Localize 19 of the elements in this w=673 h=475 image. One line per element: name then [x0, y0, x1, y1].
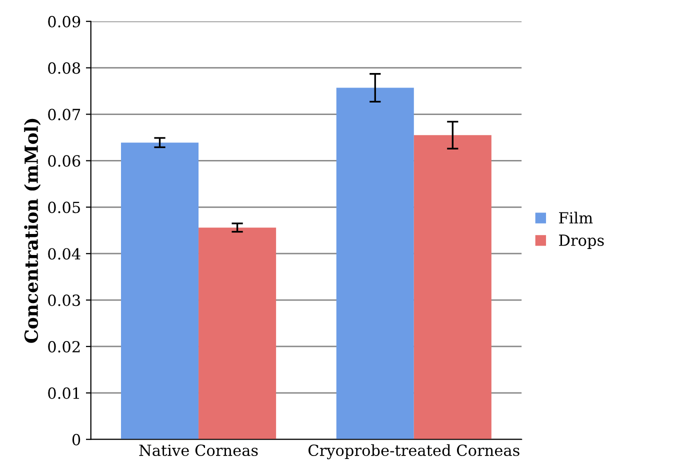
y-tick-label: 0.06 — [48, 155, 80, 167]
y-tick-label: 0 — [72, 434, 80, 446]
y-tick-label: 0.09 — [48, 16, 80, 28]
legend-label: Drops — [559, 234, 604, 249]
bar — [121, 142, 199, 440]
bar — [336, 88, 414, 440]
y-tick-label: 0.03 — [48, 294, 80, 306]
bar — [198, 228, 276, 440]
y-axis-title: Concentration (mMol) — [24, 118, 41, 343]
x-tick-label: Native Corneas — [139, 444, 258, 456]
y-tick-label: 0.08 — [48, 62, 80, 74]
y-tick-label: 0.05 — [48, 202, 80, 214]
y-tick-label: 0.01 — [48, 387, 79, 399]
y-tick-label: 0.02 — [48, 340, 80, 353]
y-tick-label: 0.04 — [48, 248, 80, 260]
bar — [414, 135, 492, 440]
x-tick-label: Cryoprobe-treated Corneas — [308, 444, 520, 460]
y-tick-label: 0.07 — [48, 108, 80, 120]
legend-label: Film — [559, 212, 593, 224]
